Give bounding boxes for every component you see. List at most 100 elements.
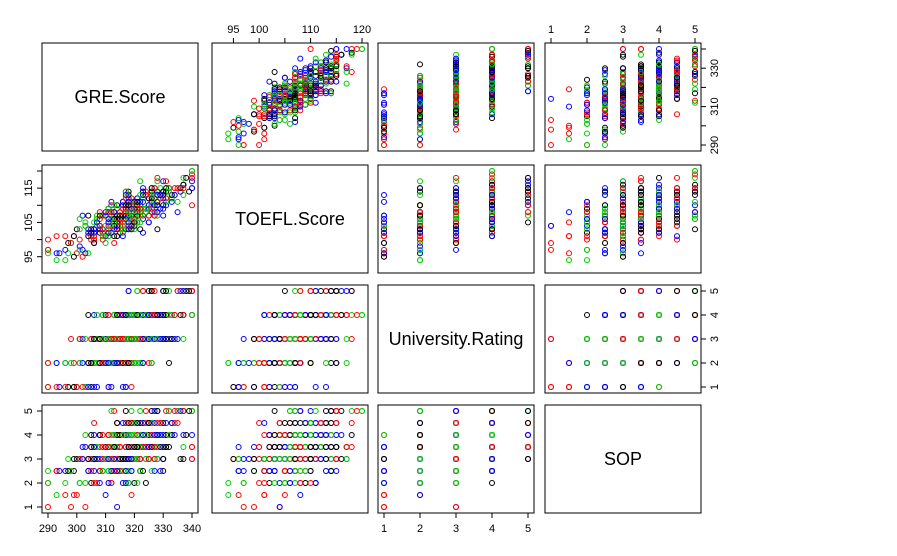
data-point <box>151 432 158 438</box>
data-point <box>114 444 121 450</box>
data-point <box>174 420 181 426</box>
tick-label: 5 <box>525 523 531 535</box>
data-point <box>297 456 304 462</box>
data-point <box>114 432 121 438</box>
data-point <box>584 130 590 137</box>
data-point <box>76 336 83 342</box>
data-point <box>638 198 644 205</box>
data-point <box>261 384 268 390</box>
data-point <box>381 130 387 137</box>
data-point <box>240 384 247 390</box>
data-point <box>160 312 167 318</box>
data-point <box>111 312 118 318</box>
data-point <box>261 432 268 438</box>
data-point <box>128 209 135 216</box>
data-point <box>261 136 268 143</box>
data-point <box>119 219 126 226</box>
data-point <box>91 420 98 426</box>
data-point <box>656 107 662 114</box>
data-point <box>584 222 590 229</box>
data-point <box>453 107 459 114</box>
data-point <box>140 198 146 205</box>
data-point <box>674 84 680 91</box>
data-point <box>323 360 329 366</box>
data-point <box>108 336 115 342</box>
data-point <box>292 432 299 438</box>
data-point <box>489 222 495 229</box>
data-point <box>312 480 319 486</box>
data-point <box>307 420 314 426</box>
data-point <box>177 185 184 192</box>
data-point <box>333 360 340 366</box>
data-point <box>307 97 314 104</box>
data-point <box>266 432 273 438</box>
data-point <box>620 229 626 236</box>
data-point <box>117 212 123 219</box>
data-point <box>266 312 273 318</box>
data-point <box>338 312 345 318</box>
data-point <box>548 240 554 246</box>
data-point <box>525 49 531 56</box>
data-point <box>134 212 141 219</box>
data-point <box>230 124 237 131</box>
data-point <box>94 336 100 342</box>
data-point <box>338 456 345 462</box>
data-point <box>45 504 51 510</box>
data-point <box>417 107 423 114</box>
data-point <box>180 192 187 198</box>
data-point <box>261 101 268 108</box>
data-point <box>56 468 63 474</box>
data-point <box>88 226 95 233</box>
data-point <box>692 181 698 188</box>
data-point <box>225 360 232 366</box>
data-point <box>453 71 459 77</box>
data-point <box>53 492 60 498</box>
data-point <box>692 209 698 216</box>
data-point <box>117 456 123 462</box>
data-point <box>148 420 155 426</box>
data-point <box>343 336 350 342</box>
data-point <box>235 134 242 141</box>
data-point <box>638 109 644 116</box>
data-point <box>281 456 288 462</box>
data-point <box>160 456 167 462</box>
data-point <box>307 71 314 77</box>
data-point <box>674 312 680 318</box>
data-point <box>140 212 146 219</box>
data-point <box>489 72 495 79</box>
data-point <box>348 408 355 414</box>
data-point <box>656 67 662 74</box>
data-point <box>134 360 141 366</box>
data-point <box>287 456 293 462</box>
data-point <box>122 432 129 438</box>
data-point <box>91 456 98 462</box>
data-point <box>692 360 698 366</box>
data-point <box>287 468 293 474</box>
data-point <box>656 312 662 318</box>
data-point <box>381 109 387 116</box>
data-point <box>381 246 387 253</box>
data-point <box>157 468 164 474</box>
data-point <box>148 468 155 474</box>
data-point <box>102 456 109 462</box>
data-point <box>292 84 299 91</box>
data-point <box>128 195 135 202</box>
data-point <box>584 219 590 226</box>
data-point <box>151 444 158 450</box>
data-point <box>692 168 698 174</box>
data-point <box>266 111 273 118</box>
data-point <box>160 188 167 195</box>
data-point <box>489 78 495 85</box>
data-point <box>381 456 387 462</box>
data-point <box>584 229 590 236</box>
data-point <box>142 188 149 195</box>
data-point <box>692 90 698 97</box>
data-point <box>453 80 459 87</box>
data-point <box>584 233 590 240</box>
data-point <box>225 130 232 137</box>
data-point <box>235 360 242 366</box>
data-point <box>297 420 304 426</box>
data-point <box>328 53 335 60</box>
diagonal-label: University.Rating <box>389 329 524 349</box>
data-point <box>148 198 155 205</box>
